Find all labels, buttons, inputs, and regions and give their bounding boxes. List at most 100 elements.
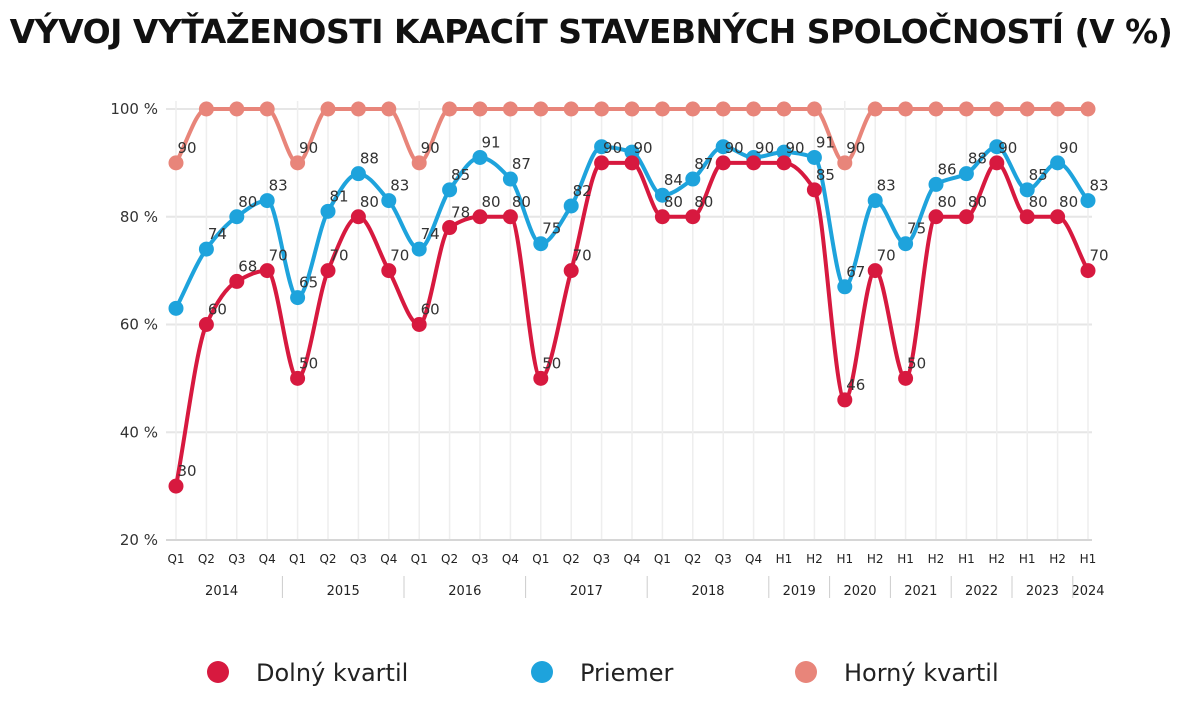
- x-tick-label: H2: [867, 552, 884, 566]
- series-dolny-kvartil-point: [168, 478, 184, 494]
- series-dolny-kvartil-point: [533, 370, 549, 386]
- x-tick-label: Q4: [745, 552, 762, 566]
- series-priemer-data-label: 74: [208, 225, 227, 243]
- series-dolny-kvartil-point: [259, 263, 275, 279]
- series-dolny-kvartil-point: [381, 263, 397, 279]
- series-dolny-kvartil-point: [958, 209, 974, 225]
- series-horny-kvartil-point: [168, 155, 184, 171]
- series-priemer-point: [168, 300, 184, 316]
- series-horny-kvartil-point: [502, 101, 518, 117]
- series-priemer-point: [806, 149, 822, 165]
- series-dolny-kvartil-point: [898, 370, 914, 386]
- x-tick-label: Q1: [411, 552, 428, 566]
- series-horny-kvartil-data-label: 90: [846, 139, 865, 157]
- x-year-label: 2017: [570, 584, 603, 599]
- x-tick-label: Q1: [167, 552, 184, 566]
- series-priemer-point: [1080, 193, 1096, 209]
- series-dolny-kvartil-data-label: 80: [1029, 193, 1048, 211]
- y-tick-label: 20 %: [120, 531, 158, 549]
- series-dolny-kvartil-data-label: 80: [694, 193, 713, 211]
- series-dolny-kvartil-data-label: 85: [816, 166, 835, 184]
- x-tick-label: H2: [988, 552, 1005, 566]
- series-priemer-data-label: 83: [877, 177, 896, 195]
- series-priemer-data-label: 87: [512, 155, 531, 173]
- series-dolny-kvartil-point: [989, 155, 1005, 171]
- series-dolny-kvartil-point: [563, 263, 579, 279]
- x-tick-label: Q2: [684, 552, 701, 566]
- legend-marker: [531, 661, 553, 683]
- legend-item: Priemer: [531, 659, 673, 687]
- series-dolny-kvartil-data-label: 90: [603, 139, 622, 157]
- series-priemer-data-label: 82: [573, 182, 592, 200]
- series-dolny-kvartil-data-label: 80: [512, 193, 531, 211]
- series-priemer-point: [472, 149, 488, 165]
- series-horny-kvartil-point: [563, 101, 579, 117]
- series-priemer-data-label: 75: [907, 220, 926, 238]
- series-priemer-point: [320, 203, 336, 219]
- x-tick-label: Q4: [502, 552, 519, 566]
- series-dolny-kvartil-data-label: 80: [968, 193, 987, 211]
- grid: [166, 101, 1092, 541]
- x-tick-label: Q1: [532, 552, 549, 566]
- series-dolny-kvartil-point: [746, 155, 762, 171]
- series-dolny-kvartil-data-label: 50: [299, 354, 318, 372]
- series-dolny-kvartil-data-label: 70: [1089, 247, 1108, 265]
- series-horny-kvartil-point: [1050, 101, 1066, 117]
- series-dolny-kvartil-data-label: 90: [725, 139, 744, 157]
- series-dolny-kvartil-data-label: 80: [481, 193, 500, 211]
- legend-item: Dolný kvartil: [207, 659, 408, 687]
- legend-label: Priemer: [580, 659, 673, 687]
- series-dolny-kvartil-data-label: 90: [785, 139, 804, 157]
- series-horny-kvartil-point: [654, 101, 670, 117]
- y-tick-label: 40 %: [120, 423, 158, 441]
- series-priemer-point: [898, 236, 914, 252]
- series-priemer-data-label: 88: [360, 150, 379, 168]
- series-horny-kvartil-point: [958, 101, 974, 117]
- x-tick-label: Q4: [259, 552, 276, 566]
- legend-label: Horný kvartil: [844, 659, 999, 687]
- x-tick-label: H1: [776, 552, 793, 566]
- series-dolny-kvartil-data-label: 90: [755, 139, 774, 157]
- series-horny-kvartil-point: [290, 155, 306, 171]
- series-priemer-data-label: 75: [542, 220, 561, 238]
- x-tick-label: Q2: [198, 552, 215, 566]
- series-dolny-kvartil-data-label: 46: [846, 376, 865, 394]
- series-priemer-data-label: 83: [390, 177, 409, 195]
- series-priemer-point: [290, 290, 306, 306]
- legend-marker: [795, 661, 817, 683]
- y-tick-label: 80 %: [120, 208, 158, 226]
- series-priemer-point: [442, 182, 458, 198]
- chart-title: VÝVOJ VYŤAŽENOSTI KAPACÍT STAVEBNÝCH SPO…: [9, 12, 1173, 51]
- legend: Dolný kvartil Priemer Horný kvartil: [207, 659, 999, 687]
- y-tick-label: 100 %: [110, 100, 158, 118]
- series-priemer-point: [624, 144, 640, 160]
- series-dolny-kvartil-data-label: 80: [360, 193, 379, 211]
- series-horny-kvartil-point: [898, 101, 914, 117]
- series-priemer-point: [989, 139, 1005, 155]
- series-priemer-point: [776, 144, 792, 160]
- x-tick-label: Q1: [654, 552, 671, 566]
- x-tick-label: Q4: [380, 552, 397, 566]
- series-priemer-point: [502, 171, 518, 187]
- series-priemer-point: [594, 139, 610, 155]
- series-priemer-point: [198, 241, 214, 257]
- series-dolny-kvartil-point: [320, 263, 336, 279]
- series-priemer-point: [685, 171, 701, 187]
- series-dolny-kvartil-point: [198, 317, 214, 332]
- series-priemer-point: [715, 139, 731, 155]
- series-dolny-kvartil-data-label: 70: [573, 247, 592, 265]
- series-priemer-point: [958, 166, 974, 182]
- series-dolny-kvartil-point: [290, 370, 306, 386]
- series-dolny-kvartil-point: [624, 155, 640, 171]
- series-horny-kvartil-point: [229, 101, 245, 117]
- x-tick-label: H2: [1049, 552, 1066, 566]
- x-year-label: 2021: [904, 584, 937, 599]
- series-horny-kvartil-data-label: 90: [177, 139, 196, 157]
- x-year-label: 2016: [448, 584, 481, 599]
- series-horny-kvartil-point: [989, 101, 1005, 117]
- series-horny-kvartil-point: [411, 155, 427, 171]
- series-dolny-kvartil-point: [715, 155, 731, 171]
- series-horny-kvartil-point: [442, 101, 458, 117]
- series-priemer-point: [350, 166, 366, 182]
